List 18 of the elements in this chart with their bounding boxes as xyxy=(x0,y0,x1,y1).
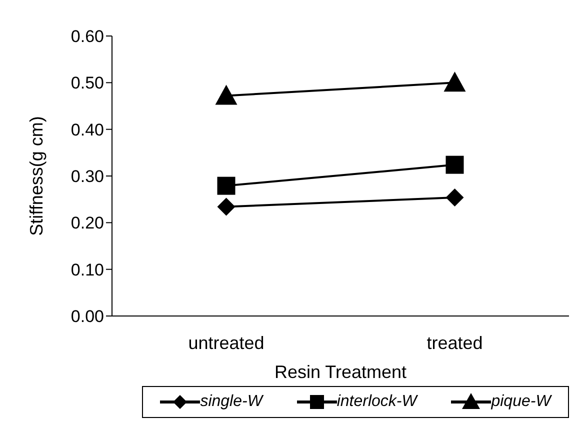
y-tick-label: 0.30 xyxy=(70,167,104,186)
legend-label: interlock-W xyxy=(336,393,417,411)
y-tick-label: 0.20 xyxy=(70,214,104,233)
point xyxy=(217,198,236,216)
y-tick-label: 0.00 xyxy=(70,307,104,326)
y-axis-title: Stiffness(g cm) xyxy=(26,116,46,236)
y-tick-label: 0.10 xyxy=(70,260,104,280)
legend-label: pique-W xyxy=(491,393,551,411)
point xyxy=(446,156,464,174)
x-tick-label: treated xyxy=(426,332,483,353)
y-tick-label: 0.60 xyxy=(70,27,104,46)
y-tick-label: 0.40 xyxy=(70,120,104,140)
x-tick-label: untreated xyxy=(188,332,264,353)
y-tick-label: 0.50 xyxy=(70,74,104,93)
point xyxy=(217,176,236,195)
point xyxy=(446,188,464,206)
x-axis-title: Resin Treatment xyxy=(274,362,407,382)
legend-label: single-W xyxy=(200,393,262,411)
